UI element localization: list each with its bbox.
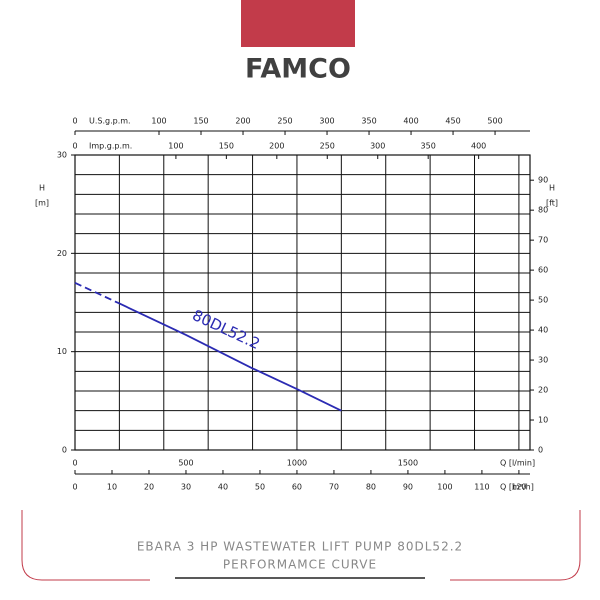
logo-bar xyxy=(241,0,355,47)
x-tick-label: 250 xyxy=(320,142,335,151)
x-tick-label: 10 xyxy=(107,483,117,492)
x-tick-label: 30 xyxy=(181,483,191,492)
y2-tick-label: 0 xyxy=(538,446,543,455)
x-tick-label: 0 xyxy=(72,142,77,151)
y2-axis-label: H xyxy=(549,184,555,193)
x-tick-label: 70 xyxy=(329,483,339,492)
x-tick-label: 400 xyxy=(471,142,486,151)
x-tick-label: 90 xyxy=(403,483,413,492)
y-tick-label: 0 xyxy=(62,446,67,455)
x-tick-label: 200 xyxy=(269,142,284,151)
x-tick-label: 200 xyxy=(235,117,250,126)
x-tick-label: 0 xyxy=(72,459,77,468)
footer-title: EBARA 3 HP WASTEWATER LIFT PUMP 80DL52.2 xyxy=(137,540,463,554)
plot-frame xyxy=(74,154,531,451)
logo: FAMCO xyxy=(245,54,351,85)
x-tick-label: 100 xyxy=(437,483,452,492)
x-tick-label: 350 xyxy=(361,117,376,126)
x-tick-label: 350 xyxy=(421,142,436,151)
x-tick-label: 500 xyxy=(178,459,193,468)
x-tick-label: 0 xyxy=(72,117,77,126)
x-tick-label: 110 xyxy=(474,483,489,492)
x-tick-label: 250 xyxy=(277,117,292,126)
x-tick-label: 150 xyxy=(219,142,234,151)
x-tick-label: 40 xyxy=(218,483,228,492)
x-tick-label: 100 xyxy=(168,142,183,151)
y2-axis-label: [ft] xyxy=(546,199,558,208)
axis-label: Q [m³/h] xyxy=(500,483,534,492)
x-tick-label: 1500 xyxy=(398,459,418,468)
x-tick-label: 150 xyxy=(193,117,208,126)
y2-tick-label: 80 xyxy=(538,206,548,215)
x-tick-label: 450 xyxy=(445,117,460,126)
y2-tick-label: 30 xyxy=(538,356,548,365)
x-tick-label: 50 xyxy=(255,483,265,492)
frame-right xyxy=(450,510,581,581)
y-axis-label: H xyxy=(39,184,45,193)
axis-label: Imp.g.p.m. xyxy=(89,142,132,151)
x-tick-label: 60 xyxy=(292,483,302,492)
y2-tick-label: 50 xyxy=(538,296,548,305)
y2-tick-label: 60 xyxy=(538,266,548,275)
footer-title: PERFORMAMCE CURVE xyxy=(223,558,377,572)
x-tick-label: 100 xyxy=(151,117,166,126)
curve-label: 80DL52.2 xyxy=(190,306,263,353)
x-tick-label: 120 xyxy=(511,483,526,492)
x-tick-label: 1000 xyxy=(287,459,307,468)
y2-tick-label: 70 xyxy=(538,236,548,245)
curve xyxy=(74,282,120,305)
y-tick-label: 10 xyxy=(57,347,67,356)
x-tick-label: 0 xyxy=(72,483,77,492)
x-tick-label: 400 xyxy=(403,117,418,126)
y2-tick-label: 10 xyxy=(538,416,548,425)
x-tick-label: 300 xyxy=(319,117,334,126)
y-tick-label: 30 xyxy=(57,151,67,160)
x-tick-label: 80 xyxy=(366,483,376,492)
frame-left xyxy=(21,510,150,581)
y2-tick-label: 20 xyxy=(538,386,548,395)
x-tick-label: 300 xyxy=(370,142,385,151)
curve xyxy=(119,302,342,412)
y-tick-label: 20 xyxy=(57,249,67,258)
x-tick-label: 20 xyxy=(144,483,154,492)
x-axis-label: Q [l/min] xyxy=(500,459,535,468)
y2-tick-label: 90 xyxy=(538,176,548,185)
y2-tick-label: 40 xyxy=(538,326,548,335)
axis-label: U.S.g.p.m. xyxy=(89,117,131,126)
y-axis-label: [m] xyxy=(35,199,49,208)
x-tick-label: 500 xyxy=(487,117,502,126)
